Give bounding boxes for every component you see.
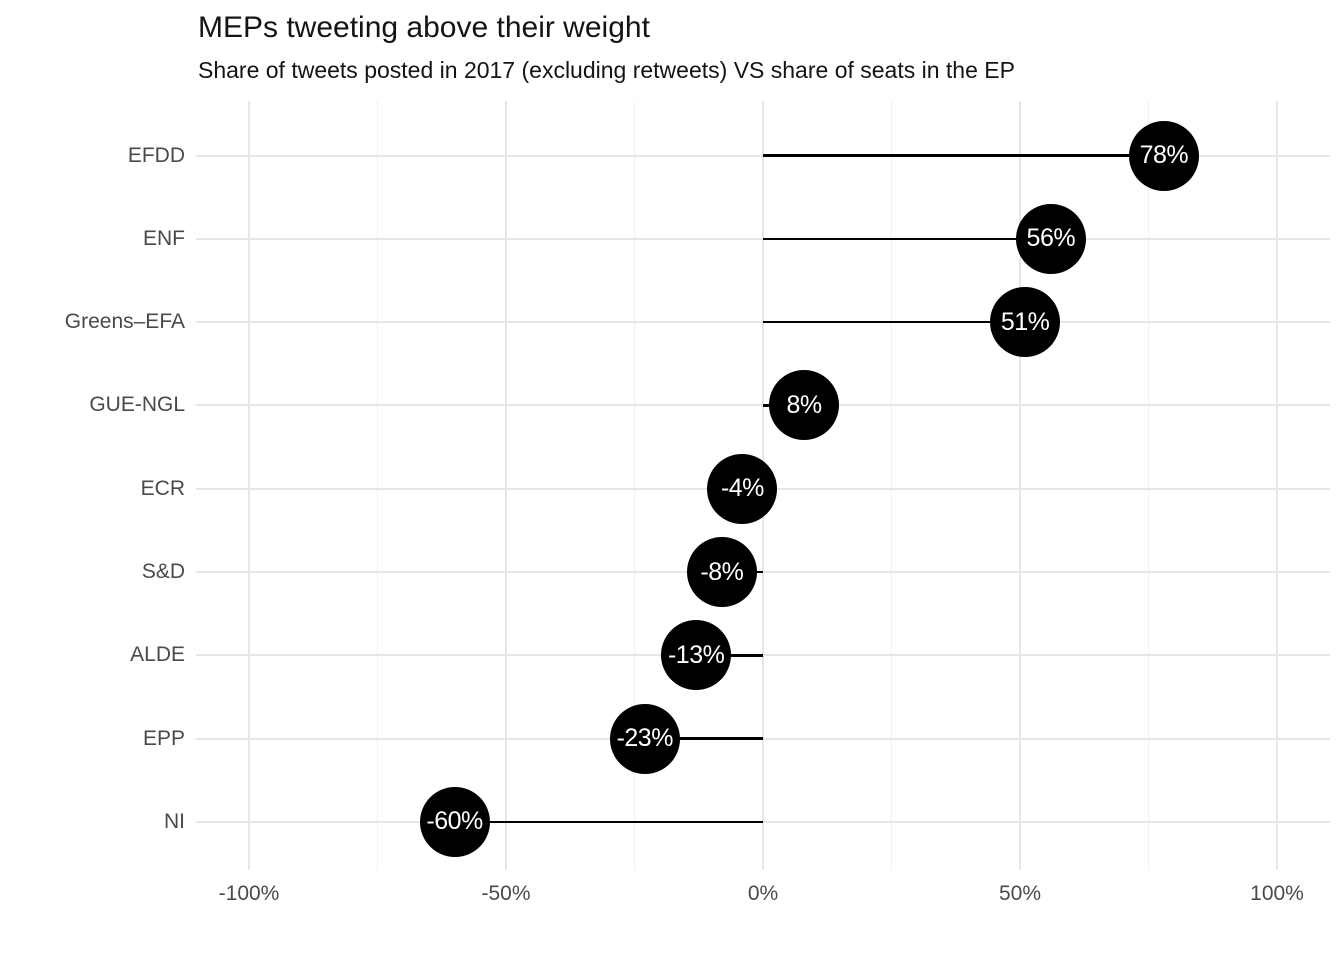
- lollipop-point: -13%: [661, 620, 732, 691]
- y-axis-label: EPP: [142, 726, 185, 750]
- point-value-label: 56%: [1026, 224, 1076, 253]
- point-value-label: -4%: [720, 474, 764, 503]
- lollipop-point: 8%: [769, 370, 840, 441]
- lollipop-point: 56%: [1015, 203, 1086, 274]
- point-value-label: -23%: [616, 724, 674, 753]
- x-axis-label: 50%: [998, 882, 1042, 905]
- lollipop-point: -4%: [707, 453, 778, 524]
- gridline-vertical-major: [248, 101, 250, 870]
- lollipop-point: -23%: [609, 703, 680, 774]
- y-axis-label: NI: [164, 809, 185, 833]
- x-axis-label: -100%: [218, 882, 280, 905]
- lollipop-point: 78%: [1128, 120, 1199, 191]
- x-axis-label: -50%: [481, 882, 531, 905]
- y-axis-label: EFDD: [127, 143, 185, 167]
- lollipop-stem: [763, 154, 1164, 157]
- point-value-label: -60%: [426, 807, 483, 836]
- point-value-label: -8%: [700, 557, 744, 586]
- chart-subtitle: Share of tweets posted in 2017 (excludin…: [198, 57, 1015, 83]
- lollipop-point: 51%: [990, 287, 1061, 358]
- gridline-horizontal: [196, 737, 1330, 740]
- lollipop-point: -8%: [686, 537, 757, 607]
- gridline-vertical-minor: [891, 101, 892, 870]
- y-axis-label: GUE-NGL: [89, 393, 185, 417]
- point-value-label: -13%: [667, 640, 725, 669]
- gridline-vertical-minor: [377, 101, 378, 870]
- x-axis-label: 0%: [747, 882, 779, 905]
- gridline-vertical-minor: [634, 101, 635, 870]
- gridline-vertical-major: [505, 101, 507, 870]
- y-axis-label: Greens–EFA: [64, 310, 185, 334]
- gridline-horizontal: [196, 654, 1330, 657]
- point-value-label: 78%: [1139, 141, 1189, 169]
- gridline-vertical-major: [1276, 101, 1278, 870]
- gridline-vertical-minor: [1148, 101, 1149, 870]
- x-axis-label: 100%: [1250, 882, 1304, 905]
- lollipop-point: -60%: [419, 786, 490, 857]
- gridline-horizontal: [196, 571, 1330, 573]
- plot-panel: 78% 56% 51% 8% -4% -8% -13% -23% -60%: [196, 101, 1330, 870]
- y-axis-label: ECR: [140, 476, 185, 500]
- chart-title: MEPs tweeting above their weight: [198, 11, 650, 44]
- lollipop-stem: [763, 320, 1026, 324]
- gridline-vertical-major: [1019, 101, 1021, 870]
- point-value-label: 8%: [786, 390, 823, 419]
- point-value-label: 51%: [1000, 307, 1050, 336]
- gridline-horizontal: [196, 820, 1330, 823]
- lollipop-stem: [454, 820, 763, 824]
- y-axis-label: ALDE: [130, 643, 185, 667]
- lollipop-stem: [763, 237, 1051, 241]
- lollipop-stem: [644, 737, 763, 740]
- y-axis-label: ENF: [143, 226, 185, 250]
- y-axis-label: S&D: [141, 560, 185, 583]
